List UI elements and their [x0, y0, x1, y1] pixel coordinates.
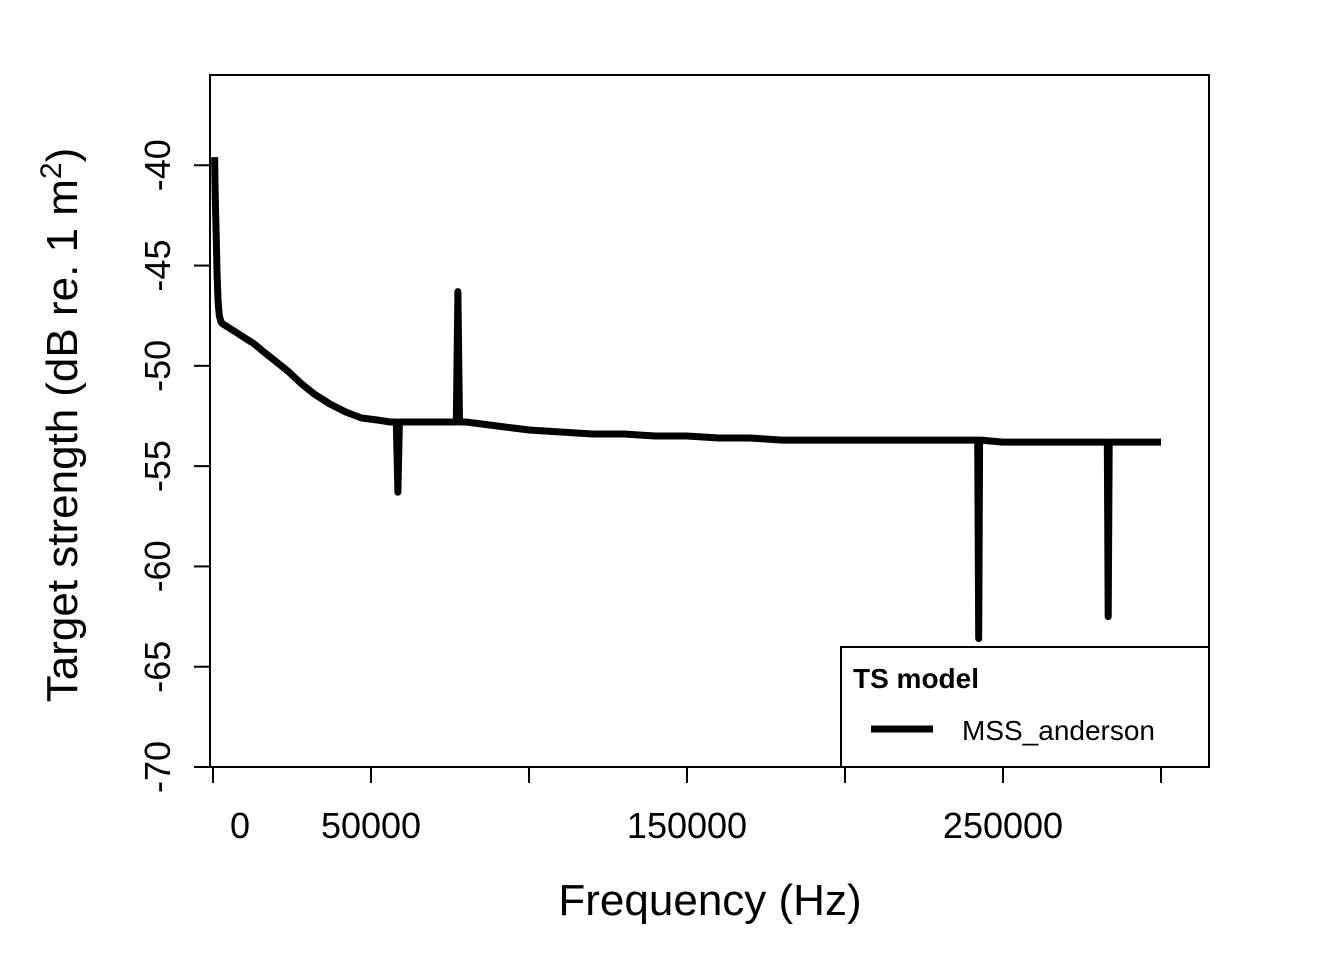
- x-tick-label-0: 0: [230, 805, 250, 846]
- legend-box: [840, 646, 1210, 768]
- y-axis-title-unit: (dB re. 1 m: [38, 179, 87, 397]
- plot-frame: [209, 74, 1210, 768]
- legend-label-mss-anderson: MSS_anderson: [962, 715, 1155, 746]
- y-tick-label--60: -60: [137, 540, 178, 592]
- y-tick-label--40: -40: [137, 139, 178, 191]
- y-tick-label--65: -65: [137, 641, 178, 693]
- y-tick-label--45: -45: [137, 240, 178, 292]
- y-axis-title-close: ): [38, 148, 87, 163]
- legend: TS model MSS_anderson: [840, 646, 1210, 768]
- y-axis: -70 -65 -60 -55 -50 -45 -40: [137, 139, 210, 793]
- y-tick-label--55: -55: [137, 440, 178, 492]
- x-tick-label-250000: 250000: [943, 805, 1063, 846]
- y-axis-title: Target strength (dB re. 1 m2): [35, 148, 87, 702]
- x-axis-title: Frequency (Hz): [558, 876, 861, 925]
- x-tick-label-150000: 150000: [627, 805, 747, 846]
- series-layer: [211, 157, 1161, 643]
- y-axis-title-main: Target strength: [38, 409, 87, 703]
- y-tick-label--70: -70: [137, 741, 178, 793]
- series-line-mss-anderson: [211, 157, 1161, 643]
- y-tick-label--50: -50: [137, 340, 178, 392]
- x-tick-label-50000: 50000: [321, 805, 421, 846]
- y-axis-title-superscript: 2: [35, 162, 68, 179]
- legend-title: TS model: [853, 663, 979, 694]
- x-axis: 0 50000 150000 250000: [212, 767, 1162, 846]
